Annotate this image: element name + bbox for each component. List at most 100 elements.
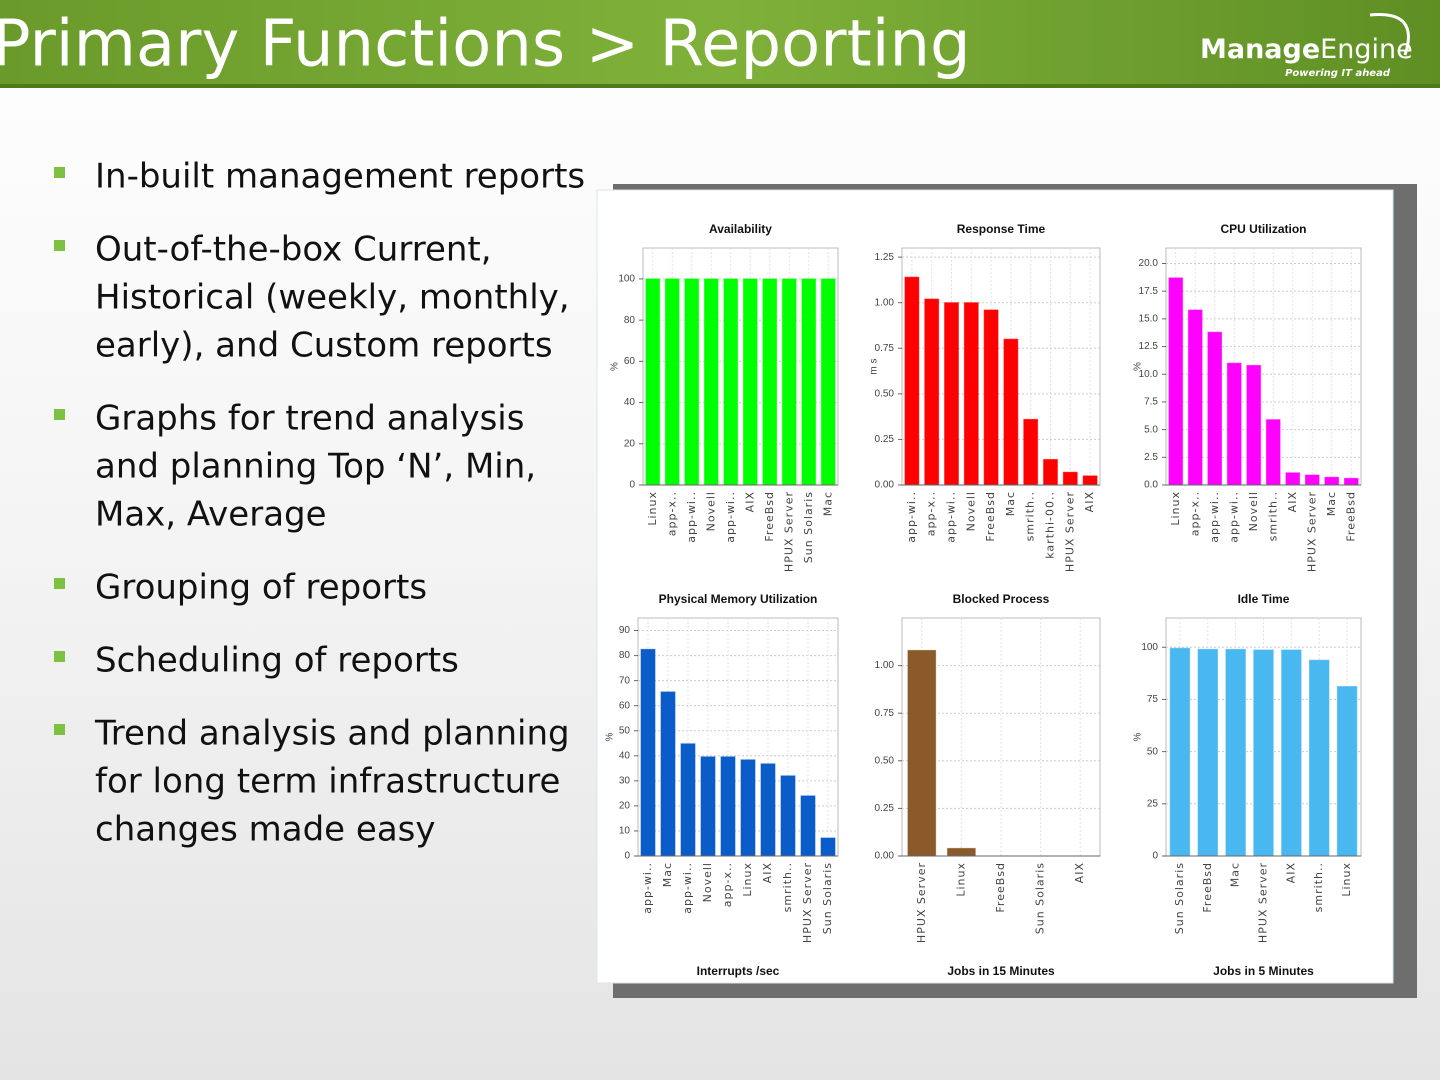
y-axis-label: % <box>605 732 616 741</box>
bullet-text: Graphs for trend analysis <box>95 399 524 439</box>
y-tick-label: 1.00 <box>875 660 895 671</box>
bar <box>1336 685 1358 857</box>
y-tick-label: 0 <box>624 851 630 862</box>
bar <box>680 743 696 857</box>
x-tick-label: Novell <box>1247 491 1260 531</box>
x-tick-label: app-wi.. <box>724 491 737 543</box>
x-tick-label: HPUX Server <box>915 862 928 943</box>
y-tick-label: 0.50 <box>875 388 895 399</box>
bullet-text: Out-of-the-box Current, <box>95 230 492 270</box>
y-tick-label: 100 <box>618 274 635 285</box>
y-tick-label: 40 <box>619 750 631 761</box>
x-tick-label: AIX <box>1286 491 1299 512</box>
x-tick-label: karthi-00.. <box>1044 491 1057 559</box>
header-rule <box>0 84 1440 88</box>
y-tick-label: 75 <box>1147 694 1159 705</box>
bar <box>640 648 656 857</box>
bar <box>1324 476 1340 486</box>
x-tick-label: HPUX Server <box>1063 491 1076 572</box>
x-tick-label: HPUX Server <box>1305 491 1318 572</box>
x-tick-label: FreeBsd <box>763 491 776 542</box>
bar <box>742 278 758 486</box>
bar <box>684 278 700 486</box>
x-axis-label: Interrupts /sec <box>697 964 780 978</box>
y-tick-label: 30 <box>619 775 631 786</box>
bar <box>1304 474 1320 486</box>
y-tick-label: 0.25 <box>875 803 895 814</box>
bullet-text: changes made easy <box>95 810 436 850</box>
bar <box>1246 364 1262 486</box>
bar <box>820 837 836 857</box>
header-band <box>0 0 1440 88</box>
x-tick-label: app-x.. <box>665 491 678 536</box>
x-tick-label: HPUX Server <box>782 491 795 572</box>
bar <box>1265 419 1281 486</box>
chart-title: CPU Utilization <box>1221 222 1307 236</box>
bar <box>924 298 940 486</box>
bar <box>904 276 920 486</box>
y-tick-label: 20.0 <box>1139 258 1159 269</box>
chart-title: Idle Time <box>1238 592 1290 606</box>
x-tick-label: Linux <box>954 862 967 897</box>
x-tick-label: AIX <box>761 862 774 883</box>
bar <box>1062 471 1078 486</box>
x-tick-label: app-wi.. <box>681 862 694 914</box>
y-axis-label: % <box>610 362 621 371</box>
x-tick-label: smrith.. <box>1024 491 1037 541</box>
y-axis-label: % <box>1133 732 1144 741</box>
bullet-text: Scheduling of reports <box>95 641 459 681</box>
x-tick-label: app-wi.. <box>685 491 698 543</box>
bullet-marker <box>54 240 65 251</box>
x-tick-label: Sun Solaris <box>1034 862 1047 934</box>
bar <box>1253 649 1274 857</box>
y-tick-label: 0.00 <box>875 480 895 491</box>
chart-title: Blocked Process <box>953 592 1050 606</box>
bar <box>740 759 756 857</box>
bar <box>700 756 716 857</box>
x-tick-label: FreeBsd <box>1344 491 1357 542</box>
y-tick-label: 0.75 <box>875 343 895 354</box>
logo-swoosh <box>1369 13 1410 56</box>
bar <box>1168 277 1184 486</box>
x-tick-label: app-wi.. <box>945 491 958 543</box>
x-tick-label: smrith.. <box>1312 862 1325 912</box>
bar <box>1285 472 1301 486</box>
x-tick-label: app-wi.. <box>641 862 654 914</box>
bar <box>800 795 816 857</box>
x-tick-label: FreeBsd <box>994 862 1007 913</box>
x-tick-label: Novell <box>701 862 714 902</box>
x-tick-label: AIX <box>1284 862 1297 883</box>
y-tick-label: 0 <box>629 480 635 491</box>
bar <box>1169 647 1191 857</box>
bar <box>944 302 959 486</box>
x-tick-label: Sun Solaris <box>1173 862 1186 934</box>
y-tick-label: 50 <box>619 725 631 736</box>
bar <box>1197 648 1219 857</box>
logo-bold: Manage <box>1200 34 1320 65</box>
y-tick-label: 50 <box>1147 746 1159 757</box>
bar <box>660 691 676 857</box>
bar <box>720 756 736 857</box>
bullet-text: and planning Top ‘N’, Min, <box>95 447 536 487</box>
bar <box>907 649 937 857</box>
bar <box>762 278 778 486</box>
y-tick-label: 20 <box>619 801 631 812</box>
logo-text: Engine <box>1320 34 1413 65</box>
x-tick-label: app-wi.. <box>1227 491 1240 543</box>
chart-title: Response Time <box>957 222 1046 236</box>
bar <box>1187 309 1203 486</box>
y-axis-label: % <box>1133 362 1144 371</box>
logo: ManageEngine <box>1200 34 1413 65</box>
x-tick-label: AIX <box>1073 862 1086 883</box>
y-tick-label: 20 <box>624 438 636 449</box>
bar <box>947 847 976 857</box>
y-tick-label: 80 <box>624 315 636 326</box>
x-tick-label: Sun Solaris <box>821 862 834 934</box>
bar <box>983 309 999 486</box>
x-tick-label: AIX <box>743 491 756 512</box>
x-tick-label: Sun Solaris <box>802 491 815 563</box>
bar <box>1023 418 1039 486</box>
bar <box>780 775 796 857</box>
bar <box>703 278 719 486</box>
